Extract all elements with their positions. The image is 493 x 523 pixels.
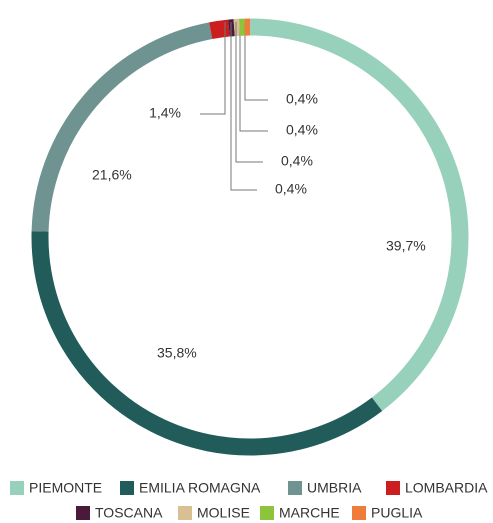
data-label: 35,8% [157,345,197,361]
data-label: 21,6% [92,167,132,183]
legend-label: UMBRIA [307,480,362,496]
legend-label: MARCHE [279,505,340,521]
legend-label: MOLISE [197,505,250,521]
legend-label: PIEMONTE [29,480,102,496]
donut-segment [31,231,383,456]
data-label: 1,4% [149,105,181,121]
legend-swatch [178,506,192,520]
donut-segment [249,18,469,411]
data-label: 0,4% [281,153,313,169]
legend-swatch [288,481,302,495]
legend-swatch [10,481,24,495]
donut-segment [31,22,213,232]
leader-line [230,22,257,191]
legend-label: EMILIA ROMAGNA [139,480,261,496]
legend-label: LOMBARDIA [405,480,488,496]
legend-label: TOSCANA [95,505,163,521]
leader-line [235,22,263,163]
leader-line [239,22,268,132]
data-label: 0,4% [286,122,318,138]
data-label: 0,4% [275,181,307,197]
leader-line [244,22,268,101]
legend-swatch [76,506,90,520]
legend-label: PUGLIA [371,505,423,521]
legend-swatch [120,481,134,495]
legend-swatch [352,506,366,520]
donut-segment [209,19,230,40]
data-label: 0,4% [286,91,318,107]
legend-swatch [260,506,274,520]
leader-line [200,22,226,115]
legend-swatch [386,481,400,495]
data-label: 39,7% [386,238,426,254]
